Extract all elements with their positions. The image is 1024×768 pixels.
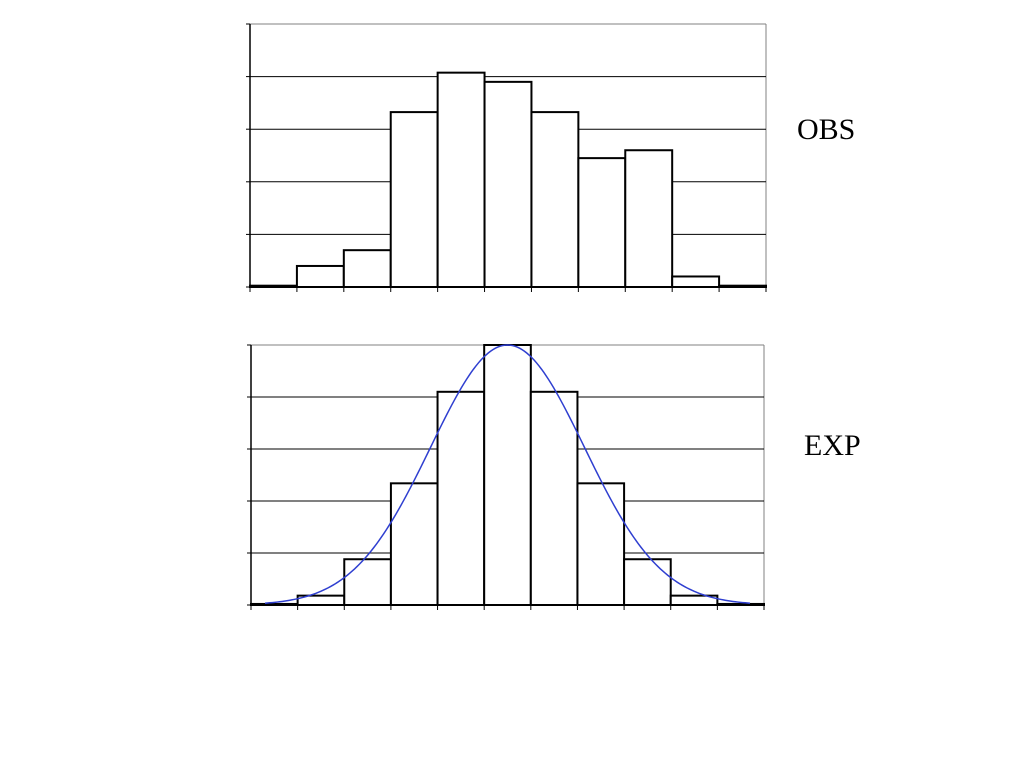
exp-label: EXP bbox=[804, 429, 861, 462]
histogram-bar-3 bbox=[343, 558, 392, 606]
obs-histogram bbox=[246, 23, 767, 292]
histogram-bar-4 bbox=[389, 482, 439, 607]
histogram-bar-8 bbox=[576, 482, 626, 607]
histogram-bar-5 bbox=[436, 71, 486, 288]
histogram-bar-9 bbox=[624, 149, 674, 288]
histogram-bar-6 bbox=[483, 344, 532, 606]
histogram-bar-9 bbox=[623, 558, 672, 606]
histogram-bar-3 bbox=[342, 249, 392, 288]
histogram-bar-7 bbox=[530, 111, 580, 289]
normal-curve bbox=[264, 344, 751, 604]
histogram-bar-2 bbox=[295, 264, 345, 288]
histogram-bar-8 bbox=[577, 157, 627, 288]
histogram-bar-6 bbox=[483, 80, 533, 288]
histogram-bar-7 bbox=[529, 390, 579, 606]
exp-histogram bbox=[247, 344, 766, 610]
histogram-bar-10 bbox=[671, 275, 721, 289]
histogram-bar-5 bbox=[436, 390, 486, 606]
histogram-bar-4 bbox=[389, 111, 439, 289]
obs-label: OBS bbox=[797, 113, 856, 146]
